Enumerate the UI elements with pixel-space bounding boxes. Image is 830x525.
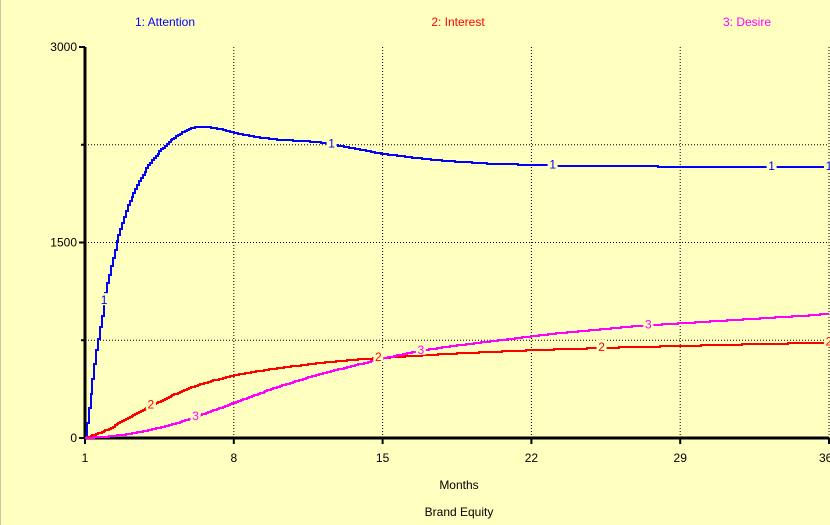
series-marker-bg <box>190 408 201 421</box>
legend: 1: Attention 2: Interest 3: Desire <box>135 15 771 29</box>
series-marker-bg <box>373 350 384 363</box>
series-marker-bg <box>99 293 110 306</box>
x-tick-label: 36 <box>819 451 830 465</box>
series-marker-bg <box>766 158 777 171</box>
x-tick-label: 1 <box>82 451 89 465</box>
y-tick-label: 3000 <box>50 40 77 54</box>
series-marker-1: 1 <box>328 136 335 150</box>
axes <box>79 46 830 444</box>
grid <box>85 47 830 438</box>
series-marker-3: 3 <box>192 409 199 423</box>
legend-item-3: 3: Desire <box>723 15 771 29</box>
series-marker-2: 2 <box>148 398 155 412</box>
series-line-2 <box>85 342 829 439</box>
x-tick-label: 15 <box>376 451 390 465</box>
series-marker-2: 2 <box>598 340 605 354</box>
series-marker-1: 1 <box>826 159 830 173</box>
series-line-1 <box>85 126 829 439</box>
series-marker-3: 3 <box>418 343 425 357</box>
x-tick-label: 29 <box>674 451 688 465</box>
series-marker-bg <box>326 136 337 149</box>
series-marker-2: 2 <box>826 335 830 349</box>
legend-item-1: 1: Attention <box>135 15 195 29</box>
x-tick-label: 22 <box>525 451 539 465</box>
legend-item-2: 2: Interest <box>431 15 485 29</box>
series-marker-1: 1 <box>101 293 108 307</box>
x-tick-label: 8 <box>230 451 237 465</box>
series-marker-2: 2 <box>375 350 382 364</box>
series-markers: 1 1 1 1 1 2 2 2 2 3 3 3 <box>99 136 830 423</box>
series-group <box>85 126 829 439</box>
series-marker-bg <box>596 340 607 353</box>
series-marker-bg <box>643 317 654 330</box>
y-tick-label: 1500 <box>50 236 77 250</box>
series-marker-bg <box>145 397 156 410</box>
series-marker-bg <box>547 157 558 170</box>
x-axis-label: Months <box>439 478 478 492</box>
series-marker-1: 1 <box>549 158 556 172</box>
chart-title: Brand Equity <box>425 505 494 519</box>
series-marker-bg <box>415 342 426 355</box>
series-marker-bg <box>824 334 830 347</box>
series-marker-bg <box>824 158 830 171</box>
y-tick-label: 0 <box>70 431 77 445</box>
series-marker-3: 3 <box>645 317 652 331</box>
series-line-3 <box>85 313 829 439</box>
series-marker-1: 1 <box>768 159 775 173</box>
